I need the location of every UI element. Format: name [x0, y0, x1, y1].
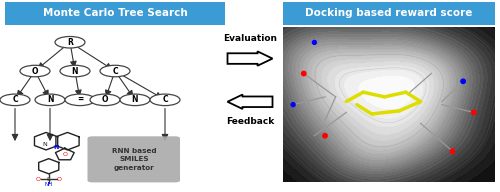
Text: C: C — [162, 95, 168, 104]
Circle shape — [100, 65, 130, 77]
Text: Docking based reward score: Docking based reward score — [306, 8, 472, 18]
Text: O: O — [102, 95, 108, 104]
FancyBboxPatch shape — [88, 136, 180, 182]
Circle shape — [35, 94, 65, 106]
Circle shape — [120, 94, 150, 106]
Text: N: N — [132, 95, 138, 104]
Text: Feedback: Feedback — [226, 118, 274, 126]
Text: C: C — [12, 95, 18, 104]
Text: Evaluation: Evaluation — [223, 34, 277, 43]
Text: N: N — [72, 67, 78, 75]
FancyArrow shape — [228, 95, 272, 109]
Circle shape — [60, 65, 90, 77]
Text: R: R — [67, 38, 73, 47]
Circle shape — [0, 94, 30, 106]
Circle shape — [20, 65, 50, 77]
Circle shape — [65, 94, 95, 106]
Text: O: O — [32, 67, 38, 75]
FancyArrow shape — [228, 51, 272, 66]
Text: C: C — [112, 67, 118, 75]
Text: RNN based
SMILES
generator: RNN based SMILES generator — [112, 148, 156, 171]
Text: =: = — [77, 95, 83, 104]
Text: N: N — [47, 95, 53, 104]
Circle shape — [55, 36, 85, 48]
FancyBboxPatch shape — [5, 2, 225, 25]
Text: Monte Carlo Tree Search: Monte Carlo Tree Search — [42, 8, 188, 18]
Circle shape — [150, 94, 180, 106]
FancyBboxPatch shape — [282, 2, 495, 25]
Circle shape — [90, 94, 120, 106]
